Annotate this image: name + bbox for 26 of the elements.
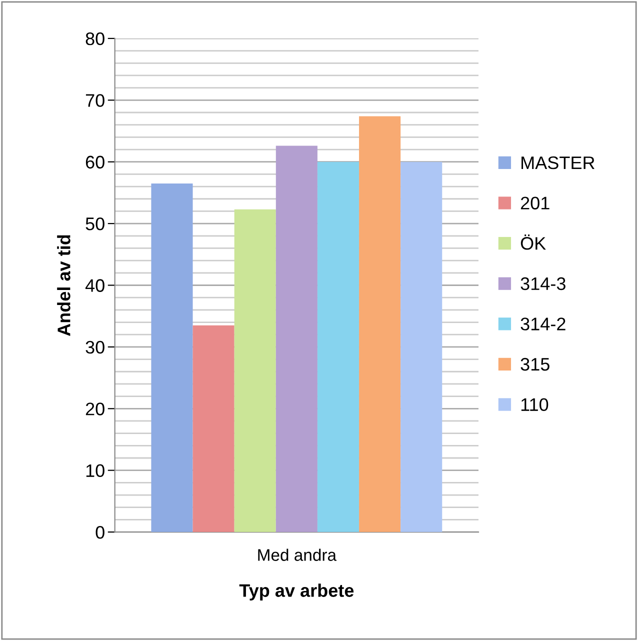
legend-label: 201 bbox=[520, 196, 550, 210]
y-tick-label: 50 bbox=[86, 217, 104, 230]
y-tick-label: 60 bbox=[86, 156, 104, 169]
legend-label: MASTER bbox=[522, 156, 594, 170]
y-tick-label: 30 bbox=[86, 340, 104, 354]
legend-label: 315 bbox=[520, 358, 550, 371]
bar bbox=[151, 183, 193, 532]
bar bbox=[400, 162, 442, 532]
y-tick-label: 70 bbox=[86, 94, 104, 107]
y-tick-label: 80 bbox=[86, 32, 104, 46]
y-tick-label: 0 bbox=[96, 526, 104, 539]
bar bbox=[317, 162, 360, 532]
legend-label: ÖK bbox=[520, 234, 546, 250]
y-tick-label: 10 bbox=[86, 464, 104, 478]
bar bbox=[276, 146, 318, 532]
bar bbox=[359, 116, 401, 532]
legend-label: 314-3 bbox=[520, 277, 566, 290]
x-axis-title: Typ av arbete bbox=[239, 584, 354, 601]
y-axis-title: Andel av tid bbox=[57, 235, 70, 336]
y-tick-label: 40 bbox=[85, 279, 104, 292]
y-tick-label: 20 bbox=[86, 402, 104, 416]
bar bbox=[192, 325, 234, 532]
legend-label: 110 bbox=[521, 398, 548, 411]
legend-label: 314-2 bbox=[520, 318, 566, 330]
bar bbox=[234, 209, 276, 532]
x-tick-label: Med andra bbox=[258, 548, 337, 561]
